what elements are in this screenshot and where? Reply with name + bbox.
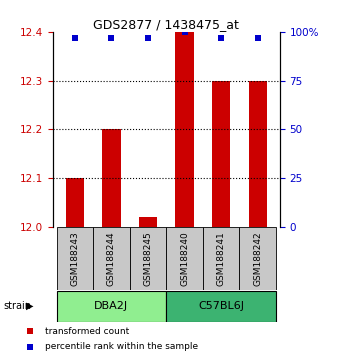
Bar — [93, 227, 130, 290]
Text: GSM188243: GSM188243 — [70, 231, 79, 286]
Bar — [139, 217, 157, 227]
Text: GSM188242: GSM188242 — [253, 231, 262, 286]
Text: DBA2J: DBA2J — [94, 301, 129, 311]
Title: GDS2877 / 1438475_at: GDS2877 / 1438475_at — [93, 18, 239, 31]
Bar — [66, 178, 84, 227]
Bar — [175, 32, 194, 227]
Bar — [166, 291, 276, 321]
Bar — [102, 129, 120, 227]
Bar — [166, 227, 203, 290]
Bar — [212, 81, 230, 227]
Text: strain: strain — [3, 301, 31, 311]
Text: percentile rank within the sample: percentile rank within the sample — [45, 342, 198, 352]
Bar — [239, 227, 276, 290]
Text: transformed count: transformed count — [45, 326, 130, 336]
Bar — [57, 227, 93, 290]
Bar — [130, 227, 166, 290]
Text: GSM188240: GSM188240 — [180, 231, 189, 286]
Text: GSM188241: GSM188241 — [217, 231, 226, 286]
Bar — [57, 291, 166, 321]
Text: ▶: ▶ — [26, 301, 33, 311]
Text: GSM188244: GSM188244 — [107, 231, 116, 286]
Bar — [203, 227, 239, 290]
Text: GSM188245: GSM188245 — [144, 231, 152, 286]
Text: C57BL6J: C57BL6J — [198, 301, 244, 311]
Bar — [249, 81, 267, 227]
